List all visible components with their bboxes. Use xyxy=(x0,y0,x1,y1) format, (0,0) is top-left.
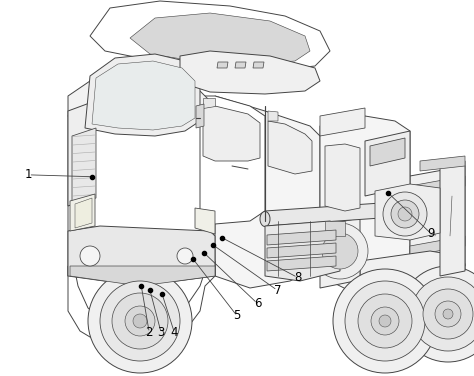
Circle shape xyxy=(333,269,437,373)
Polygon shape xyxy=(267,243,336,258)
Polygon shape xyxy=(70,266,215,286)
Polygon shape xyxy=(325,221,345,236)
Text: 3: 3 xyxy=(157,326,165,339)
Polygon shape xyxy=(92,61,195,130)
Polygon shape xyxy=(130,13,310,64)
Polygon shape xyxy=(267,256,336,271)
Polygon shape xyxy=(68,261,215,351)
Circle shape xyxy=(383,192,427,236)
Circle shape xyxy=(435,301,461,327)
Circle shape xyxy=(358,294,412,348)
Text: 5: 5 xyxy=(233,309,241,322)
Polygon shape xyxy=(253,62,264,68)
Polygon shape xyxy=(217,62,228,68)
Circle shape xyxy=(125,306,155,336)
Polygon shape xyxy=(365,131,410,196)
Polygon shape xyxy=(265,201,410,226)
Polygon shape xyxy=(320,218,360,288)
Polygon shape xyxy=(203,106,260,161)
Polygon shape xyxy=(268,121,312,174)
Polygon shape xyxy=(215,96,320,288)
Text: 2: 2 xyxy=(146,326,153,339)
Polygon shape xyxy=(70,194,95,231)
Polygon shape xyxy=(72,128,96,204)
Circle shape xyxy=(411,277,474,351)
Polygon shape xyxy=(68,81,215,126)
Polygon shape xyxy=(325,144,360,211)
Circle shape xyxy=(391,200,419,228)
Circle shape xyxy=(371,307,399,335)
Polygon shape xyxy=(68,96,215,276)
Text: 4: 4 xyxy=(171,326,178,339)
Polygon shape xyxy=(360,251,465,301)
Polygon shape xyxy=(440,161,465,276)
Polygon shape xyxy=(75,198,92,228)
Polygon shape xyxy=(420,156,465,171)
Circle shape xyxy=(443,309,453,319)
Polygon shape xyxy=(68,101,95,206)
Circle shape xyxy=(345,281,425,361)
Polygon shape xyxy=(265,221,340,281)
Polygon shape xyxy=(200,96,265,224)
Polygon shape xyxy=(410,166,465,276)
Polygon shape xyxy=(410,176,465,196)
Circle shape xyxy=(312,223,368,279)
Text: 7: 7 xyxy=(273,284,281,297)
Text: 9: 9 xyxy=(428,227,435,240)
Polygon shape xyxy=(235,62,246,68)
Polygon shape xyxy=(195,208,215,234)
Polygon shape xyxy=(267,230,336,245)
Text: 1: 1 xyxy=(25,168,32,181)
Circle shape xyxy=(133,314,147,328)
Ellipse shape xyxy=(260,211,270,226)
Circle shape xyxy=(379,315,391,327)
Polygon shape xyxy=(90,1,330,71)
Circle shape xyxy=(400,266,474,362)
Ellipse shape xyxy=(405,202,415,217)
Circle shape xyxy=(80,246,100,266)
Circle shape xyxy=(112,293,168,349)
Polygon shape xyxy=(203,98,215,108)
Text: 8: 8 xyxy=(294,271,301,284)
Circle shape xyxy=(398,207,412,221)
Polygon shape xyxy=(375,184,440,240)
Polygon shape xyxy=(320,108,365,136)
Polygon shape xyxy=(196,104,204,128)
Polygon shape xyxy=(370,138,405,166)
Circle shape xyxy=(423,289,473,339)
Circle shape xyxy=(322,233,358,269)
Circle shape xyxy=(177,248,193,264)
Polygon shape xyxy=(68,226,215,286)
Polygon shape xyxy=(268,111,278,121)
Circle shape xyxy=(100,281,180,361)
Polygon shape xyxy=(320,116,410,291)
Circle shape xyxy=(88,269,192,373)
Polygon shape xyxy=(85,54,200,136)
Polygon shape xyxy=(410,236,465,256)
Text: 6: 6 xyxy=(254,297,261,310)
Polygon shape xyxy=(180,51,320,94)
